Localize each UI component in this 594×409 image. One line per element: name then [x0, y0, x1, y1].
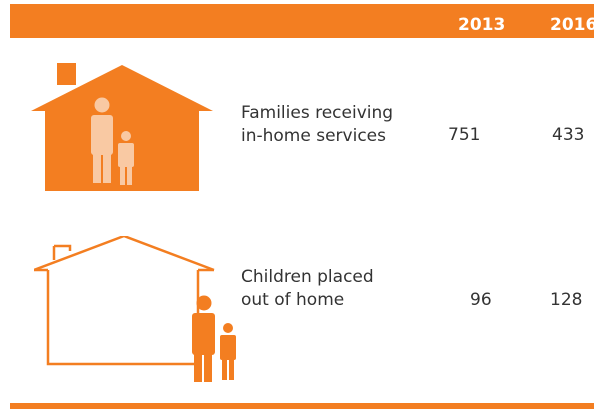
row-label-families-in-home: Families receiving in-home services: [241, 103, 394, 146]
value-2016: 128: [550, 290, 583, 310]
row-label-children-out-of-home: Children placed out of home: [241, 267, 374, 310]
house-outline-with-family-outside-icon: [33, 234, 246, 390]
column-header-2013: 2013: [458, 15, 506, 35]
bottom-divider: [10, 403, 594, 409]
value-2013: 751: [448, 125, 481, 145]
value-2013: 96: [470, 290, 492, 310]
value-2016: 433: [552, 125, 585, 145]
column-header-2016: 2016: [550, 15, 594, 35]
header-bar: 2013 2016: [10, 4, 594, 38]
house-with-family-icon: [31, 63, 213, 195]
